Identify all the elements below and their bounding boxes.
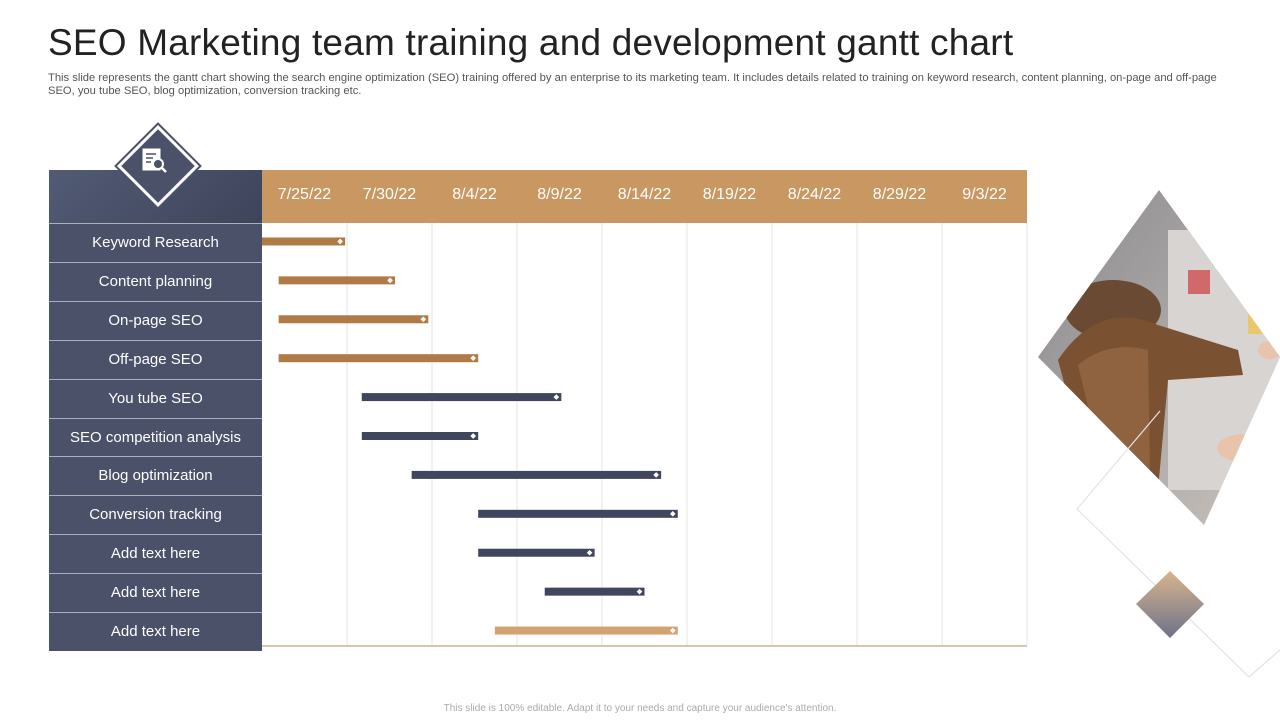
page-subtitle: This slide represents the gantt chart sh… [48, 72, 1217, 97]
bar-end-marker [553, 394, 560, 400]
gantt-bar [544, 587, 645, 596]
date-label: 8/24/22 [787, 186, 842, 203]
bar-end-marker [470, 355, 477, 362]
gantt-bar [278, 354, 479, 363]
bar-end-marker [669, 510, 676, 517]
date-label: 7/25/22 [277, 186, 332, 203]
document-search-icon [142, 148, 167, 173]
gantt-bar [478, 548, 595, 557]
gantt-bar [411, 470, 662, 479]
page-title: SEO Marketing team training and developm… [48, 22, 1014, 63]
task-label: On-page SEO [49, 300, 262, 340]
date-label: 7/30/22 [362, 186, 417, 203]
date-label: 8/14/22 [617, 186, 672, 203]
date-label: 8/29/22 [872, 186, 927, 203]
bar-end-marker [653, 472, 659, 478]
small-diamond [1136, 571, 1204, 638]
bar-end-marker [420, 316, 427, 323]
task-label: Add text here [49, 534, 262, 573]
gantt-bar [494, 626, 678, 635]
task-label: Add text here [49, 612, 262, 651]
bar-end-marker [337, 238, 343, 245]
date-label: 9/3/22 [962, 186, 1007, 203]
date-label: 8/4/22 [452, 186, 497, 203]
gantt-bar [478, 509, 678, 518]
task-panel: Keyword Research Content planning On-page … [49, 170, 262, 651]
date-label: 8/9/22 [537, 186, 582, 203]
timeline-header [262, 170, 1027, 223]
task-label: Off-page SEO [49, 339, 262, 379]
bar-end-marker [586, 549, 593, 556]
footer-note: This slide is 100% editable. Adapt it to… [443, 703, 837, 714]
bar-end-marker [470, 433, 477, 439]
outline-diamond [1076, 410, 1280, 678]
task-label: You tube SEO [49, 378, 262, 418]
task-label: Blog optimization [49, 456, 262, 495]
date-label: 8/19/22 [702, 186, 757, 203]
task-label: Keyword Research [49, 223, 262, 262]
gantt-bar [361, 432, 479, 440]
task-label: SEO competition analysis [49, 417, 262, 457]
bar-end-marker [636, 588, 643, 595]
task-label: Conversion tracking [49, 495, 262, 534]
bar-end-marker [669, 627, 676, 634]
task-label: Add text here [49, 573, 262, 612]
bar-end-marker [387, 277, 393, 284]
gantt-bar [278, 315, 429, 324]
gantt-bar [278, 276, 396, 285]
person-at-board-photo [1038, 190, 1280, 525]
gantt-bar [361, 393, 562, 402]
task-label: Content planning [49, 261, 262, 301]
gantt-bar [262, 237, 346, 246]
